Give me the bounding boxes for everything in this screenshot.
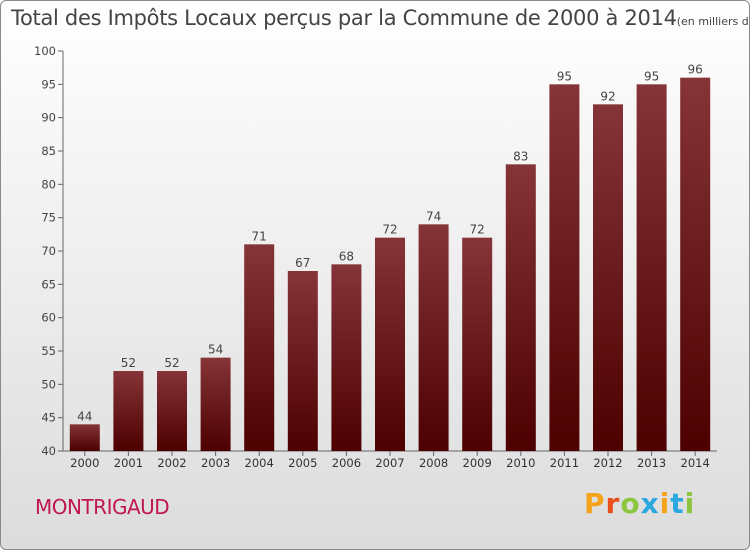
- data-label: 71: [252, 229, 267, 243]
- data-label: 72: [470, 223, 485, 237]
- x-tick-label: 2005: [288, 456, 317, 470]
- y-tick-label: 85: [41, 144, 56, 158]
- x-tick-label: 2011: [550, 456, 579, 470]
- bar: [418, 224, 449, 451]
- x-tick-label: 2013: [637, 456, 666, 470]
- x-tick-label: 2002: [157, 456, 186, 470]
- x-tick-label: 2012: [593, 456, 622, 470]
- y-tick-label: 50: [41, 377, 56, 391]
- y-tick-label: 100: [34, 44, 56, 58]
- y-tick-label: 90: [41, 111, 56, 125]
- bar: [593, 104, 623, 451]
- x-tick-label: 2004: [245, 456, 274, 470]
- data-label: 68: [339, 249, 354, 263]
- bar: [200, 357, 231, 451]
- bar: [636, 84, 667, 451]
- chart-title-unit: (en milliers d'€): [676, 15, 749, 28]
- bar: [69, 424, 100, 451]
- proxiti-logo: Proxiti: [584, 487, 695, 520]
- x-tick-label: 2007: [375, 456, 404, 470]
- x-tick-label: 2000: [70, 456, 99, 470]
- chart-title-text: Total des Impôts Locaux perçus par la Co…: [11, 6, 677, 30]
- data-label: 96: [688, 63, 703, 77]
- y-tick-label: 95: [41, 77, 56, 91]
- data-label: 74: [426, 209, 441, 223]
- data-label: 92: [600, 89, 615, 103]
- y-tick-label: 45: [41, 411, 56, 425]
- logo-letter: r: [605, 487, 621, 520]
- y-tick-label: 75: [41, 211, 56, 225]
- data-label: 67: [295, 256, 310, 270]
- y-tick-label: 40: [41, 444, 56, 458]
- y-tick-label: 60: [41, 311, 56, 325]
- logo-letter: P: [584, 487, 606, 520]
- data-label: 95: [644, 69, 659, 83]
- data-label: 72: [382, 223, 397, 237]
- y-tick-label: 70: [41, 244, 56, 258]
- x-tick-label: 2014: [681, 456, 710, 470]
- y-tick-label: 80: [41, 177, 56, 191]
- bar: [680, 77, 711, 452]
- x-tick-label: 2001: [114, 456, 143, 470]
- data-label: 83: [513, 149, 528, 163]
- logo-letter: i: [659, 487, 671, 520]
- data-label: 54: [208, 343, 223, 357]
- commune-name: MONTRIGAUD: [35, 495, 170, 519]
- bar: [505, 164, 536, 452]
- data-label: 44: [77, 409, 92, 423]
- bar: [287, 271, 318, 451]
- bar: [331, 264, 362, 451]
- logo-letter: i: [684, 487, 696, 520]
- data-label: 52: [164, 356, 179, 370]
- logo-letter: x: [640, 487, 660, 520]
- y-tick-label: 55: [41, 344, 56, 358]
- logo-letter: t: [670, 487, 685, 520]
- logo-letter: o: [620, 487, 641, 520]
- bar: [113, 371, 144, 451]
- x-tick-label: 2010: [506, 456, 535, 470]
- chart-title: Total des Impôts Locaux perçus par la Co…: [11, 6, 749, 30]
- bar: [462, 237, 493, 451]
- x-tick-label: 2006: [332, 456, 361, 470]
- x-tick-label: 2008: [419, 456, 448, 470]
- bar: [549, 84, 580, 451]
- bar: [375, 237, 405, 451]
- bar: [157, 371, 187, 451]
- bar: [244, 244, 275, 451]
- data-label: 52: [121, 356, 136, 370]
- x-tick-label: 2003: [201, 456, 230, 470]
- x-tick-label: 2009: [463, 456, 492, 470]
- y-tick-label: 65: [41, 277, 56, 291]
- data-label: 95: [557, 69, 572, 83]
